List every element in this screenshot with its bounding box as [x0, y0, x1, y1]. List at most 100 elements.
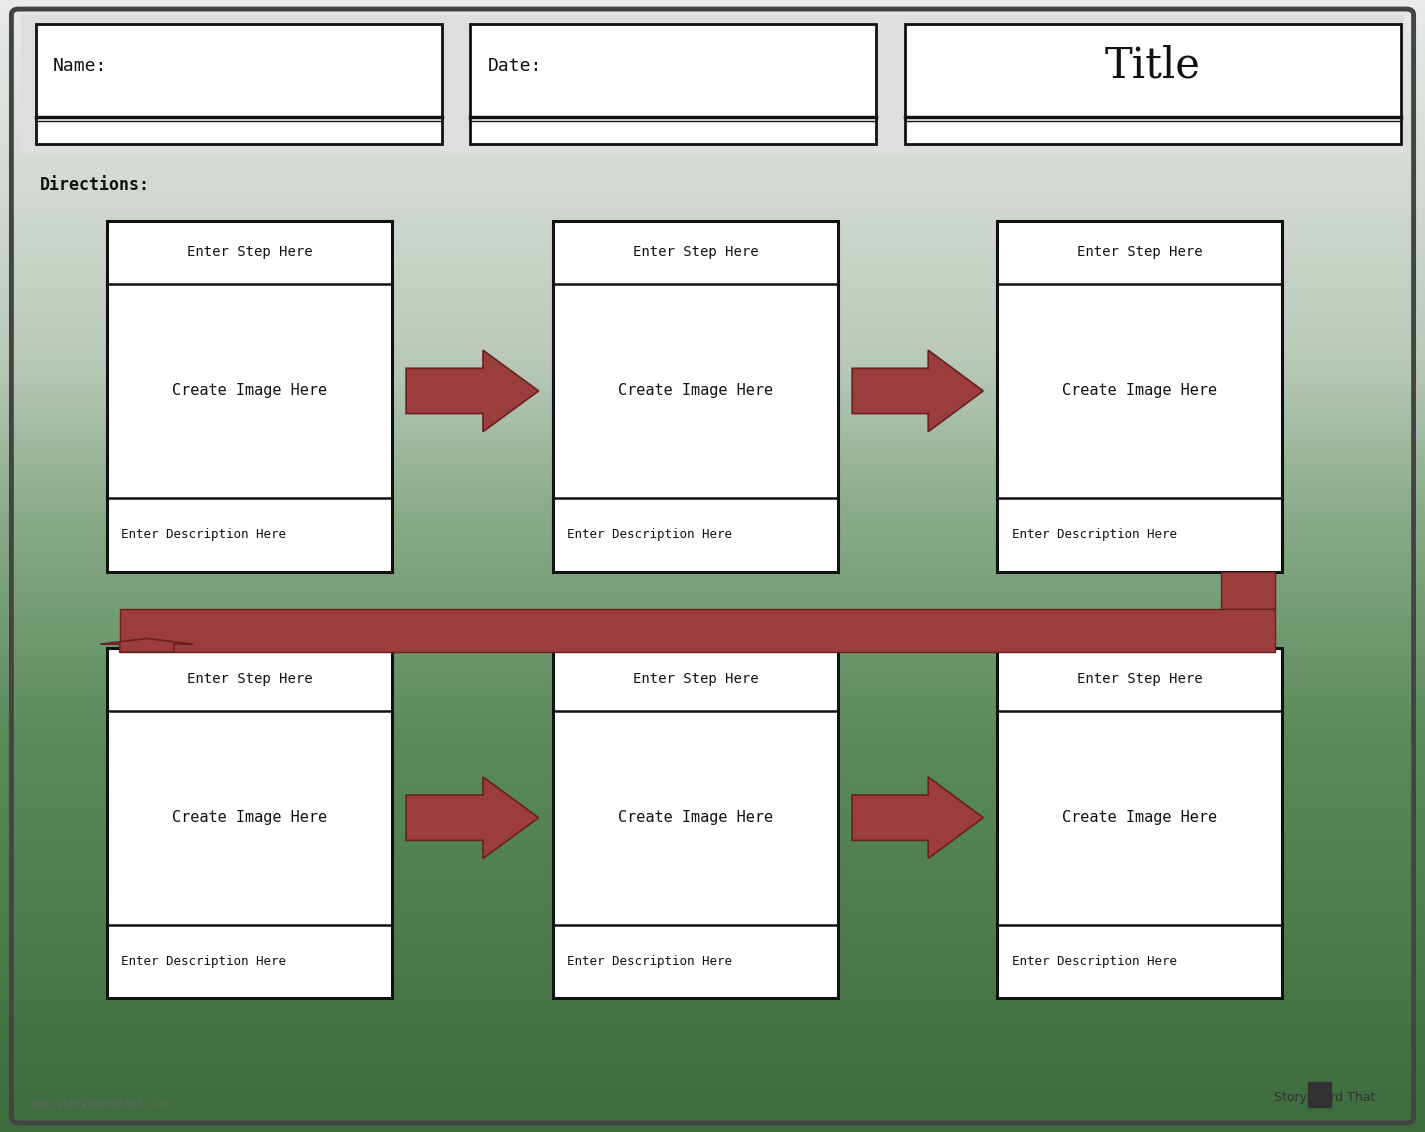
Bar [0, 0, 1425, 2]
Bar [0, 1044, 1425, 1047]
Bar [0, 1019, 1425, 1021]
Bar [0, 353, 1425, 357]
Bar [0, 468, 1425, 470]
Bar [0, 464, 1425, 466]
Bar [0, 142, 1425, 144]
Text: Create Image Here: Create Image Here [618, 811, 772, 825]
Bar [0, 964, 1425, 968]
Bar [0, 170, 1425, 172]
Text: Enter Step Here: Enter Step Here [633, 672, 758, 686]
Bar [0, 968, 1425, 971]
Bar [0, 911, 1425, 915]
Bar [0, 979, 1425, 983]
Bar [0, 264, 1425, 266]
Bar [0, 838, 1425, 840]
Bar [0, 951, 1425, 953]
Bar [0, 11, 1425, 14]
Bar [0, 297, 1425, 300]
Bar [0, 323, 1425, 326]
Bar [0, 666, 1425, 668]
Bar [0, 368, 1425, 371]
Bar [0, 942, 1425, 945]
Bar [0, 224, 1425, 226]
Bar [0, 504, 1425, 507]
Bar [0, 708, 1425, 711]
Bar [0, 526, 1425, 530]
Bar [0, 858, 1425, 860]
Bar [0, 1084, 1425, 1087]
Bar [0, 976, 1425, 979]
Bar [0, 396, 1425, 400]
Text: Enter Description Here: Enter Description Here [567, 955, 732, 968]
Bar [0, 478, 1425, 481]
Bar [0, 934, 1425, 937]
Bar [0, 552, 1425, 555]
Bar [0, 40, 1425, 43]
Bar [0, 117, 1425, 119]
Bar [0, 456, 1425, 458]
Bar [0, 309, 1425, 311]
Bar [0, 128, 1425, 130]
Bar [0, 764, 1425, 767]
Text: Create Image Here: Create Image Here [172, 384, 326, 398]
Bar [0, 928, 1425, 931]
Bar [0, 45, 1425, 48]
Bar [0, 100, 1425, 102]
Bar [0, 195, 1425, 198]
Bar [0, 189, 1425, 192]
Bar [0, 365, 1425, 368]
Bar [0, 758, 1425, 761]
Bar [0, 843, 1425, 847]
Bar [0, 903, 1425, 906]
Bar [0, 745, 1425, 747]
Polygon shape [406, 777, 539, 858]
Bar [0, 953, 1425, 957]
Bar [0, 2, 1425, 6]
Bar [0, 300, 1425, 303]
Bar [0, 147, 1425, 151]
Bar [0, 1123, 1425, 1126]
Bar [0, 134, 1425, 136]
Text: Enter Description Here: Enter Description Here [121, 529, 286, 541]
Bar [0, 192, 1425, 195]
Bar [0, 218, 1425, 221]
Bar [0, 566, 1425, 568]
Bar [0, 376, 1425, 379]
Bar [0, 643, 1425, 645]
Bar [0, 1005, 1425, 1007]
Bar [0, 549, 1425, 552]
Bar [0, 385, 1425, 387]
Bar [0, 917, 1425, 919]
Bar [0, 213, 1425, 215]
Bar [0, 294, 1425, 297]
Bar [0, 371, 1425, 374]
Bar [0, 1098, 1425, 1100]
Polygon shape [120, 609, 1275, 652]
Bar [0, 434, 1425, 436]
Bar [0, 883, 1425, 885]
Bar [0, 962, 1425, 964]
Bar [0, 889, 1425, 892]
Bar [0, 598, 1425, 600]
Bar [0, 53, 1425, 57]
Bar [0, 681, 1425, 685]
Bar [0, 427, 1425, 430]
Bar [0, 255, 1425, 258]
Bar [0, 674, 1425, 677]
Bar [0, 677, 1425, 679]
Bar [0, 178, 1425, 181]
Bar [0, 70, 1425, 74]
Bar [0, 795, 1425, 798]
Bar [0, 983, 1425, 985]
Bar [0, 1058, 1425, 1062]
Bar [0, 594, 1425, 598]
Bar [0, 781, 1425, 783]
Bar [0, 940, 1425, 942]
Bar [0, 187, 1425, 189]
Text: Create Image Here: Create Image Here [618, 384, 772, 398]
Bar [0, 1109, 1425, 1112]
Bar [0, 747, 1425, 749]
Bar [0, 874, 1425, 877]
Bar [0, 484, 1425, 487]
Bar [0, 847, 1425, 849]
